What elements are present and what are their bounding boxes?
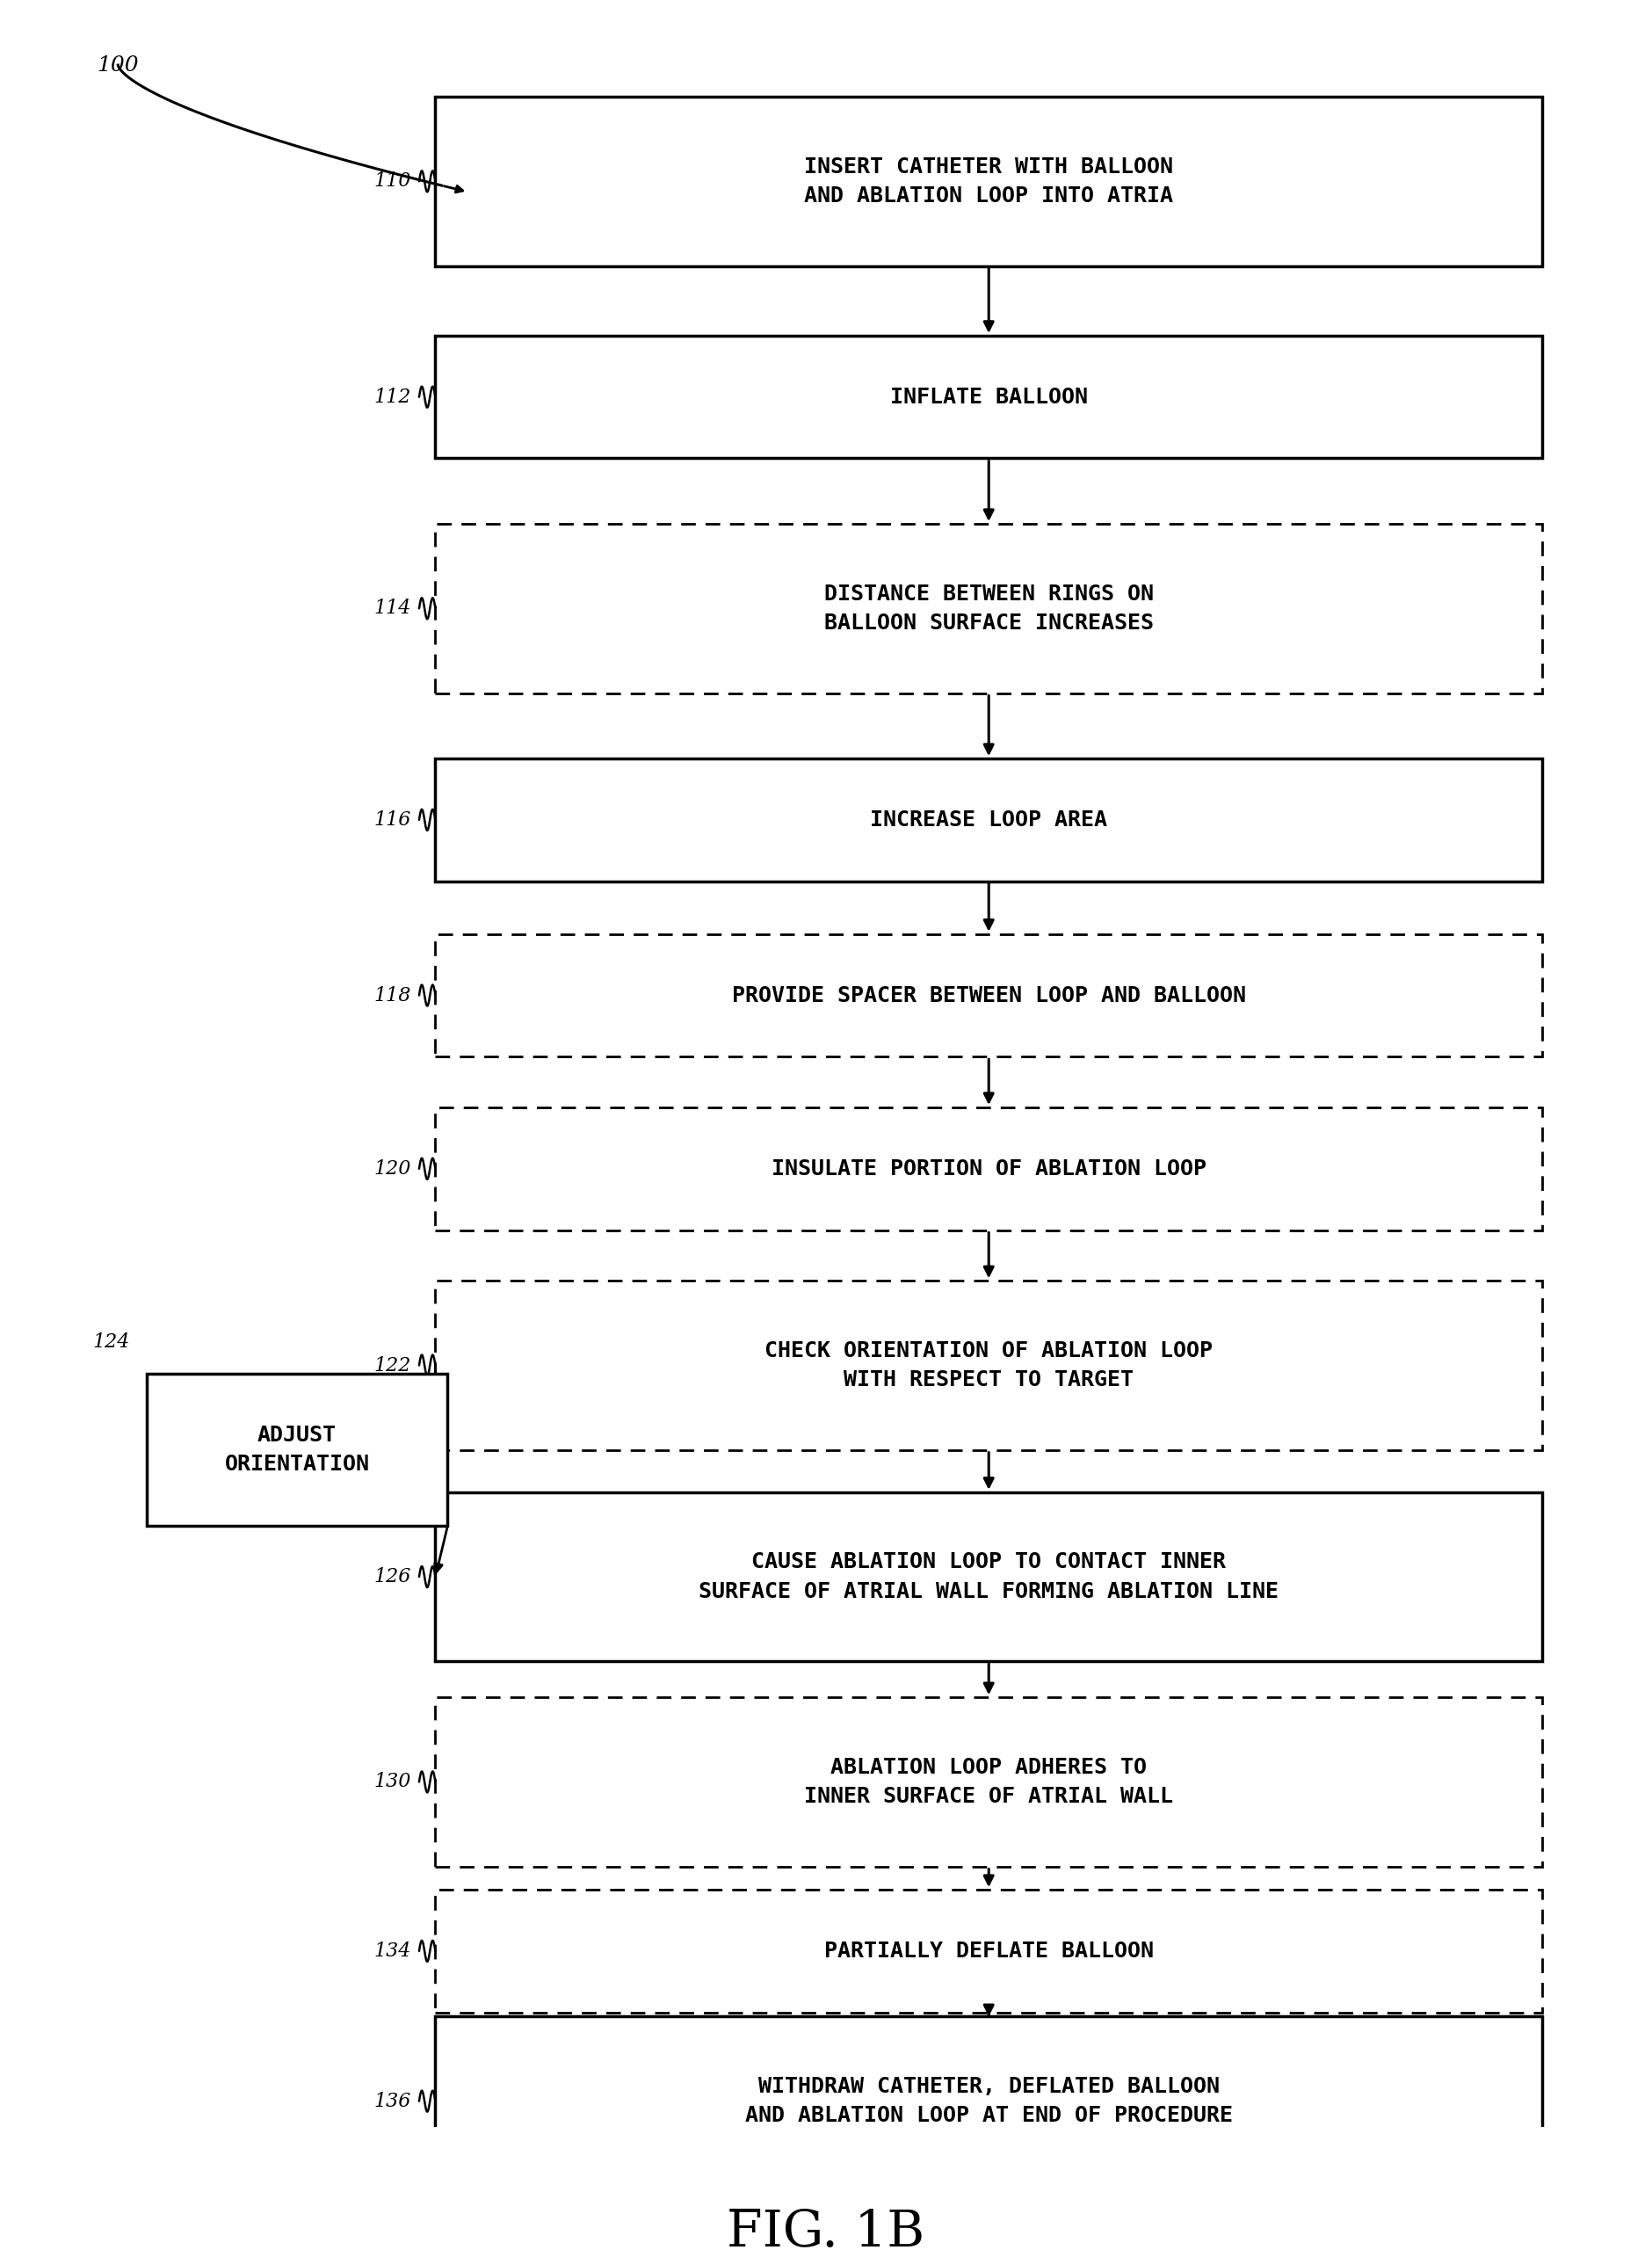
FancyBboxPatch shape (436, 1492, 1541, 1661)
Text: 122: 122 (373, 1357, 411, 1375)
Text: PARTIALLY DEFLATE BALLOON: PARTIALLY DEFLATE BALLOON (824, 1939, 1153, 1962)
Text: 118: 118 (373, 986, 411, 1006)
Text: 110: 110 (373, 171, 411, 191)
Text: 134: 134 (373, 1942, 411, 1960)
FancyBboxPatch shape (436, 97, 1541, 266)
FancyBboxPatch shape (436, 934, 1541, 1057)
Text: INCREASE LOOP AREA: INCREASE LOOP AREA (871, 810, 1107, 830)
Text: CHECK ORIENTATION OF ABLATION LOOP
WITH RESPECT TO TARGET: CHECK ORIENTATION OF ABLATION LOOP WITH … (765, 1341, 1213, 1390)
Text: 116: 116 (373, 810, 411, 830)
Text: 100: 100 (97, 54, 139, 74)
Text: 126: 126 (373, 1568, 411, 1586)
FancyBboxPatch shape (436, 1890, 1541, 2012)
FancyBboxPatch shape (436, 1696, 1541, 1867)
FancyBboxPatch shape (436, 1107, 1541, 1231)
Text: CAUSE ABLATION LOOP TO CONTACT INNER
SURFACE OF ATRIAL WALL FORMING ABLATION LIN: CAUSE ABLATION LOOP TO CONTACT INNER SUR… (699, 1552, 1279, 1602)
Text: WITHDRAW CATHETER, DEFLATED BALLOON
AND ABLATION LOOP AT END OF PROCEDURE: WITHDRAW CATHETER, DEFLATED BALLOON AND … (745, 2077, 1232, 2126)
Text: ABLATION LOOP ADHERES TO
INNER SURFACE OF ATRIAL WALL: ABLATION LOOP ADHERES TO INNER SURFACE O… (805, 1757, 1173, 1807)
Text: 136: 136 (373, 2092, 411, 2110)
Text: 124: 124 (93, 1332, 131, 1352)
Text: DISTANCE BETWEEN RINGS ON
BALLOON SURFACE INCREASES: DISTANCE BETWEEN RINGS ON BALLOON SURFAC… (824, 583, 1153, 634)
Text: 130: 130 (373, 1773, 411, 1791)
FancyBboxPatch shape (436, 524, 1541, 693)
Text: 114: 114 (373, 598, 411, 619)
FancyBboxPatch shape (436, 335, 1541, 459)
Text: INFLATE BALLOON: INFLATE BALLOON (890, 387, 1087, 407)
Text: 112: 112 (373, 387, 411, 407)
FancyBboxPatch shape (436, 2016, 1541, 2185)
Text: ADJUST
ORIENTATION: ADJUST ORIENTATION (225, 1424, 370, 1476)
Text: FIG. 1B: FIG. 1B (727, 2207, 925, 2250)
Text: 120: 120 (373, 1159, 411, 1179)
FancyBboxPatch shape (436, 1280, 1541, 1449)
Text: PROVIDE SPACER BETWEEN LOOP AND BALLOON: PROVIDE SPACER BETWEEN LOOP AND BALLOON (732, 986, 1246, 1006)
FancyBboxPatch shape (436, 758, 1541, 882)
Text: INSERT CATHETER WITH BALLOON
AND ABLATION LOOP INTO ATRIA: INSERT CATHETER WITH BALLOON AND ABLATIO… (805, 155, 1173, 207)
Text: INSULATE PORTION OF ABLATION LOOP: INSULATE PORTION OF ABLATION LOOP (771, 1159, 1206, 1179)
FancyBboxPatch shape (147, 1375, 448, 1526)
